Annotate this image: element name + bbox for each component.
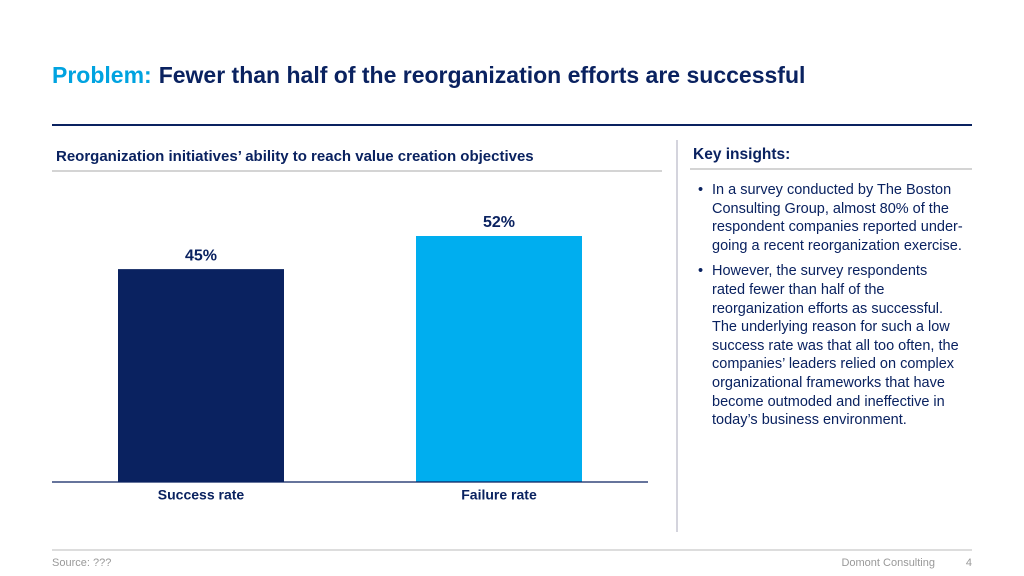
- chart: 45% Success rate 52% Failure rate: [52, 214, 648, 503]
- title-prefix: Problem:: [52, 62, 152, 88]
- value-label: 52%: [483, 214, 515, 231]
- chart-title: Reorganization initiatives’ ability to r…: [56, 148, 534, 165]
- page-number: 4: [966, 557, 972, 569]
- value-label: 45%: [185, 247, 217, 264]
- insight-bullet: However, the survey respondents rated fe…: [696, 262, 964, 429]
- x-tick-label: Success rate: [158, 487, 245, 503]
- insights-title: Key insights:: [693, 146, 790, 163]
- title-text: Fewer than half of the reorganization ef…: [159, 62, 806, 88]
- bar: [118, 269, 284, 482]
- insight-bullet: In a survey conducted by The Boston Cons…: [696, 181, 964, 255]
- source: Source: ???: [52, 557, 111, 569]
- bar: [416, 236, 582, 482]
- slide-title: Problem: Fewer than half of the reorganiz…: [52, 62, 805, 88]
- company: Domont Consulting: [841, 557, 935, 569]
- x-tick-label: Failure rate: [461, 487, 537, 503]
- insights-list: In a survey conducted by The Boston Cons…: [696, 181, 964, 437]
